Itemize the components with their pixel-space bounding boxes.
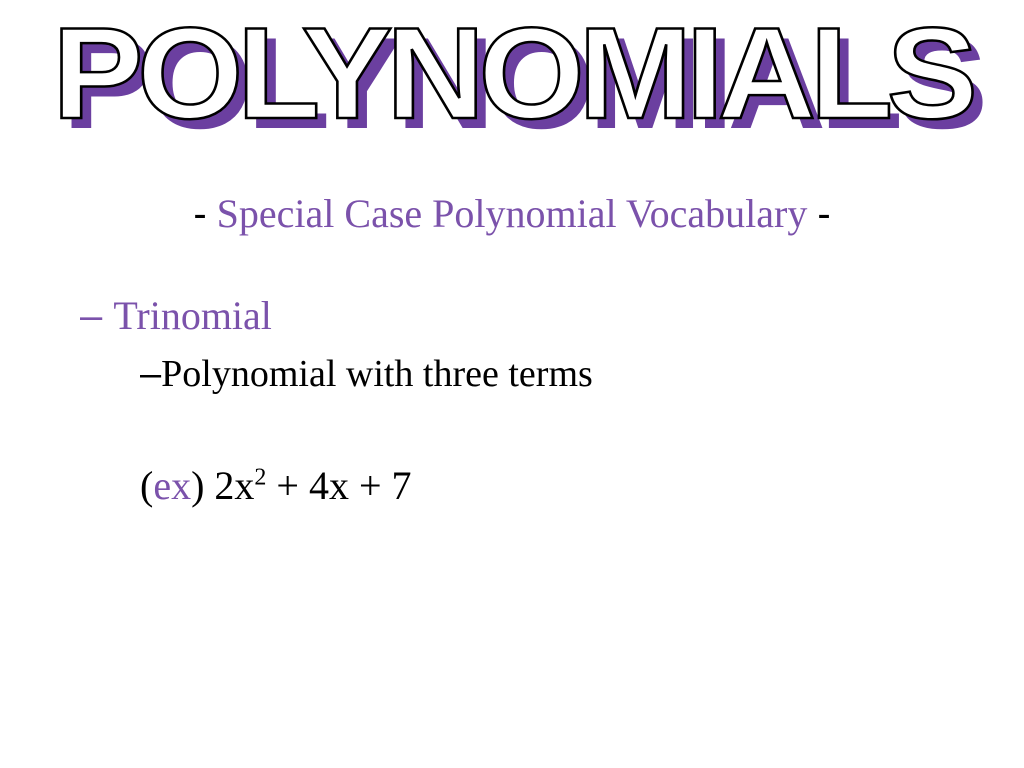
example-open-paren: ( [140,463,153,508]
definition-text: Polynomial with three terms [161,353,593,395]
title-main-text: Polynomials [0,8,1024,138]
term-line: – Trinomial [80,292,272,339]
subtitle: - Special Case Polynomial Vocabulary - [0,190,1024,237]
example-exponent: 2 [254,465,266,491]
term-dash: – [80,294,113,338]
example-expr-2: + 4x + 7 [266,463,411,508]
subtitle-dash-right: - [817,192,830,236]
example-close-paren: ) [191,463,204,508]
subtitle-dash-left: - [193,192,206,236]
subtitle-text: Special Case Polynomial Vocabulary [207,191,818,236]
term-label: Trinomial [113,293,272,338]
example-label: ex [153,463,191,508]
example-line: (ex) 2x2 + 4x + 7 [140,462,412,509]
definition-dash: – [140,353,161,395]
definition-line: –Polynomial with three terms [140,352,593,396]
example-expr-1: 2x [204,463,254,508]
slide-title: Polynomials Polynomials [0,8,1024,138]
